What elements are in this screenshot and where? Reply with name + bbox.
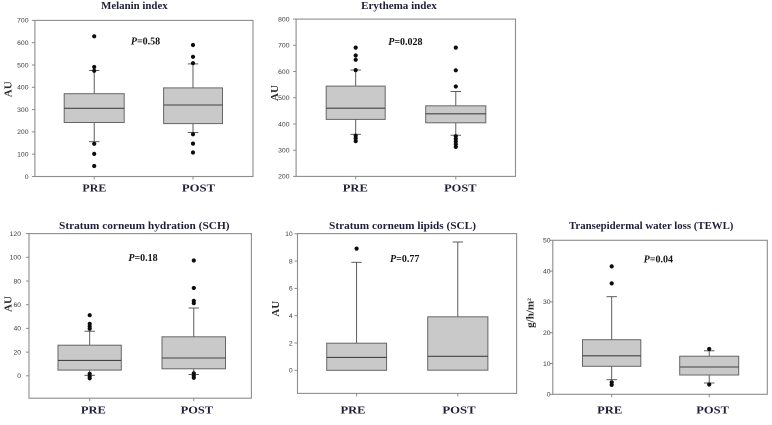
svg-text:20: 20 xyxy=(13,349,21,356)
svg-text:AU: AU xyxy=(3,81,15,97)
svg-text:300: 300 xyxy=(278,148,290,155)
svg-text:Stratum corneum hydration (SCH: Stratum corneum hydration (SCH) xyxy=(59,220,230,232)
svg-text:120: 120 xyxy=(10,231,22,238)
svg-text:PRE: PRE xyxy=(81,405,106,417)
svg-text:500: 500 xyxy=(17,62,29,69)
svg-text:50: 50 xyxy=(543,238,551,245)
svg-text:700: 700 xyxy=(17,18,29,25)
svg-text:P=0.77: P=0.77 xyxy=(390,254,419,265)
svg-text:300: 300 xyxy=(17,107,29,114)
svg-text:200: 200 xyxy=(278,174,290,181)
svg-text:AU: AU xyxy=(269,85,281,101)
svg-text:POST: POST xyxy=(181,405,214,417)
svg-text:100: 100 xyxy=(17,152,29,159)
svg-text:P=0.58: P=0.58 xyxy=(131,37,160,48)
svg-text:PRE: PRE xyxy=(343,183,368,195)
svg-text:700: 700 xyxy=(278,43,290,50)
svg-text:POST: POST xyxy=(444,183,477,195)
svg-text:100: 100 xyxy=(10,255,22,262)
svg-text:8: 8 xyxy=(289,258,293,265)
svg-text:Transepidermal water loss (TEW: Transepidermal water loss (TEWL) xyxy=(569,220,734,232)
svg-text:0: 0 xyxy=(547,392,551,399)
svg-text:4: 4 xyxy=(289,313,293,320)
svg-text:0: 0 xyxy=(289,368,293,375)
svg-text:0: 0 xyxy=(25,174,29,181)
svg-text:POST: POST xyxy=(182,183,216,195)
svg-text:80: 80 xyxy=(13,278,21,285)
svg-text:PRE: PRE xyxy=(341,405,366,417)
svg-text:40: 40 xyxy=(13,326,21,333)
svg-text:40: 40 xyxy=(543,268,551,275)
svg-text:PRE: PRE xyxy=(82,183,106,195)
svg-text:600: 600 xyxy=(278,69,290,76)
svg-text:g/h/m2: g/h/m2 xyxy=(525,298,537,328)
svg-text:600: 600 xyxy=(17,40,29,47)
svg-text:6: 6 xyxy=(289,286,293,293)
svg-text:P=0.028: P=0.028 xyxy=(388,37,422,48)
svg-text:200: 200 xyxy=(17,129,29,136)
svg-text:Erythema index: Erythema index xyxy=(361,0,437,12)
svg-text:10: 10 xyxy=(543,361,551,368)
svg-text:AU: AU xyxy=(270,301,282,317)
svg-text:AU: AU xyxy=(2,296,14,312)
svg-text:P=0.18: P=0.18 xyxy=(128,253,157,264)
svg-text:Melanin index: Melanin index xyxy=(101,0,168,12)
svg-text:20: 20 xyxy=(543,330,551,337)
svg-text:400: 400 xyxy=(278,121,290,128)
svg-text:60: 60 xyxy=(13,302,21,309)
svg-text:Stratum corneum lipids (SCL): Stratum corneum lipids (SCL) xyxy=(329,220,476,232)
svg-text:400: 400 xyxy=(17,85,29,92)
svg-text:10: 10 xyxy=(285,231,293,238)
svg-text:PRE: PRE xyxy=(597,405,622,417)
svg-text:30: 30 xyxy=(543,299,551,306)
svg-text:2: 2 xyxy=(289,340,293,347)
svg-text:POST: POST xyxy=(696,405,729,417)
svg-text:800: 800 xyxy=(278,16,290,23)
svg-text:0: 0 xyxy=(17,373,21,380)
svg-text:POST: POST xyxy=(442,405,476,417)
svg-text:500: 500 xyxy=(278,95,290,102)
svg-text:P=0.04: P=0.04 xyxy=(644,254,673,265)
